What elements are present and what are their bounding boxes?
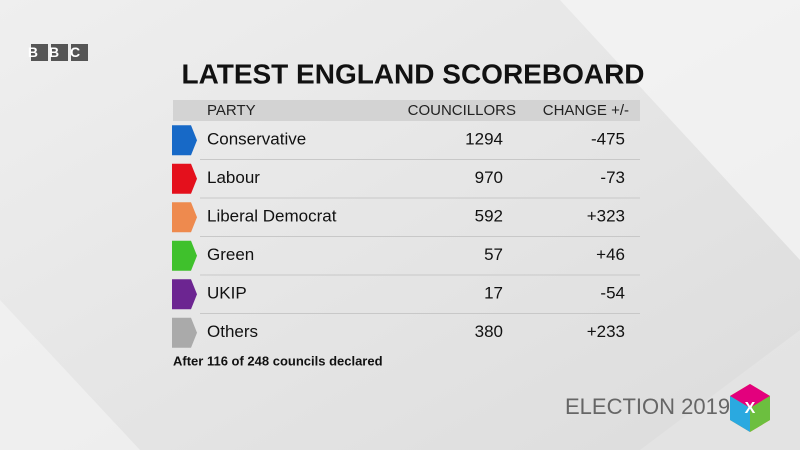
change: -54 — [600, 284, 625, 303]
party-chip — [172, 279, 197, 310]
councillors: 1294 — [465, 130, 503, 149]
background-shape — [0, 300, 140, 450]
bbc-logo: BBC — [28, 44, 91, 61]
councillors: 592 — [475, 207, 503, 226]
column-header: CHANGE +/- — [543, 102, 629, 119]
councillors: 17 — [484, 284, 503, 303]
party-name: UKIP — [207, 284, 247, 303]
change: -73 — [600, 168, 625, 187]
change: -475 — [591, 130, 625, 149]
party-chip — [172, 317, 197, 348]
title: LATEST ENGLAND SCOREBOARD — [181, 58, 644, 89]
party-chip — [172, 163, 197, 194]
party-chip — [172, 125, 197, 156]
party-chip — [172, 240, 197, 271]
party-name: Labour — [207, 168, 260, 187]
party-name: Others — [207, 322, 258, 341]
councillors: 57 — [484, 245, 503, 264]
header-band — [173, 100, 640, 121]
table-body: Conservative 1294 -475 Labour 970 -73 Liberal … — [172, 125, 640, 348]
party-name: Green — [207, 245, 254, 264]
column-header: PARTY — [207, 102, 256, 119]
change: +323 — [587, 207, 625, 226]
footnote: After 116 of 248 councils declared — [173, 353, 383, 368]
branding-label: ELECTION 2019 — [565, 394, 730, 419]
party-name: Liberal Democrat — [207, 207, 337, 226]
councillors: 380 — [475, 322, 503, 341]
change: +46 — [596, 245, 625, 264]
party-name: Conservative — [207, 130, 306, 149]
branding-icon: X — [730, 384, 770, 432]
icon-text: X — [745, 400, 756, 417]
background-shape — [560, 0, 800, 260]
column-header: COUNCILLORS — [408, 102, 516, 119]
logo-text: BBC — [28, 44, 91, 60]
party-chip — [172, 202, 197, 233]
change: +233 — [587, 322, 625, 341]
councillors: 970 — [475, 168, 503, 187]
